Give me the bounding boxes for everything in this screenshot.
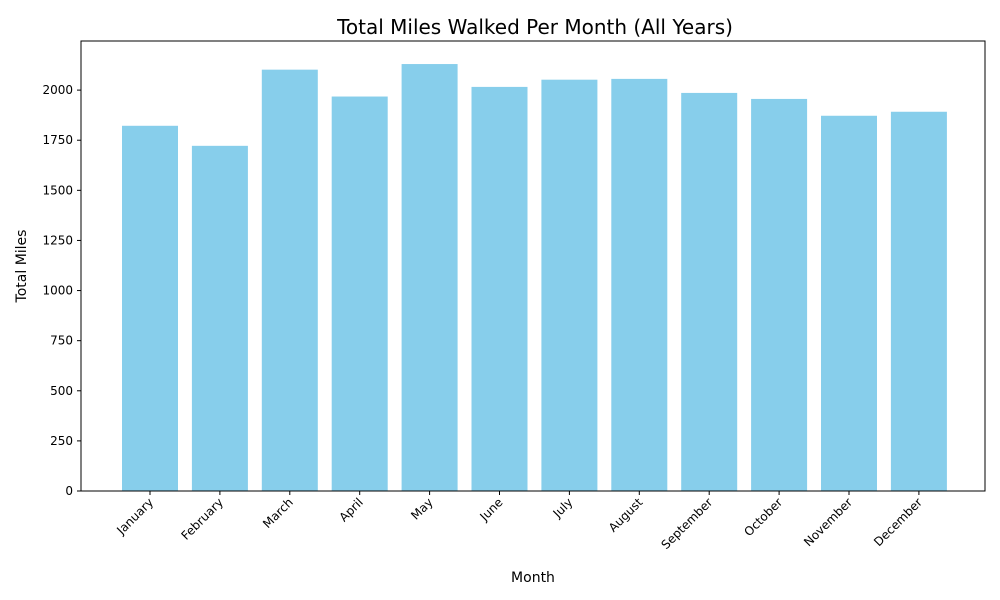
x-tick-label: May: [408, 495, 435, 522]
y-axis-label: Total Miles: [14, 230, 30, 304]
bar-july: [541, 79, 598, 491]
bar-may: [401, 64, 458, 492]
bar-october: [751, 98, 808, 491]
x-tick-label: August: [606, 495, 646, 535]
x-tick-label: July: [550, 495, 576, 521]
x-tick-label: September: [659, 495, 716, 552]
y-tick-label: 1750: [42, 133, 73, 147]
bar-august: [611, 78, 668, 491]
x-axis-ticks: January February March April May June July Augu…: [113, 491, 925, 552]
bar-september: [681, 92, 738, 491]
x-axis-label: Month: [511, 570, 555, 586]
y-tick-label: 750: [50, 334, 73, 348]
y-axis-ticks: 0 250 500 750 1000 1250 1500 1750 2000: [42, 83, 81, 498]
bar-june: [471, 86, 528, 491]
x-tick-label: April: [337, 495, 366, 524]
bars-layer: [122, 64, 947, 492]
bar-november: [821, 115, 877, 491]
plot-frame: [80, 40, 986, 492]
y-tick-label: 1000: [42, 284, 73, 298]
y-tick-label: 250: [50, 434, 73, 448]
bar-april: [331, 96, 388, 492]
bar-december: [890, 111, 947, 492]
y-tick-label: 0: [65, 484, 73, 498]
x-tick-label: October: [741, 495, 785, 539]
x-tick-label: November: [801, 495, 855, 549]
y-tick-label: 1500: [42, 183, 73, 197]
x-tick-label: March: [260, 495, 296, 531]
x-tick-label: February: [179, 495, 227, 543]
bar-march: [261, 69, 318, 491]
x-tick-label: December: [871, 495, 925, 549]
y-tick-label: 500: [50, 384, 73, 398]
x-tick-label: June: [477, 495, 506, 524]
bar-january: [122, 125, 178, 491]
bar-february: [191, 145, 248, 492]
y-tick-label: 2000: [42, 83, 73, 97]
y-tick-label: 1250: [42, 233, 73, 247]
x-tick-label: January: [113, 495, 156, 538]
chart-title: Total Miles Walked Per Month (All Years): [336, 15, 733, 39]
